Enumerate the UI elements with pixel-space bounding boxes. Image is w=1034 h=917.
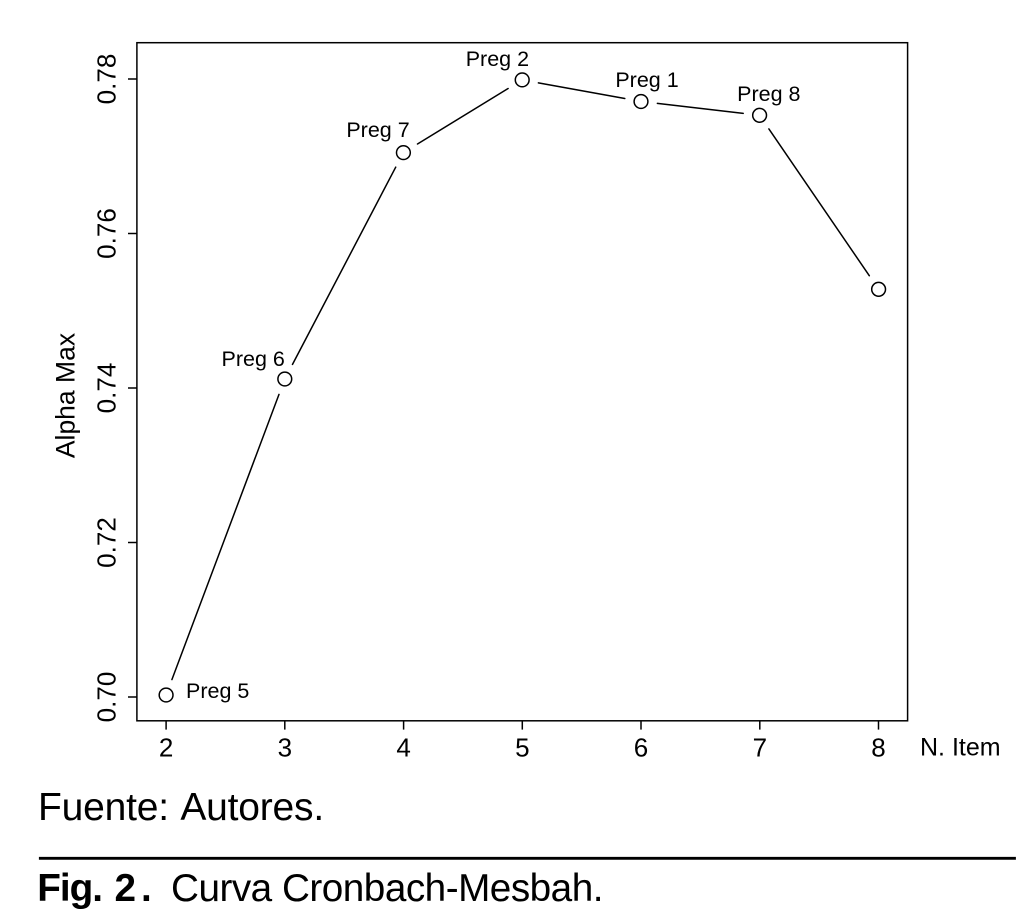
svg-text:4: 4 [396, 732, 410, 762]
svg-text:Fig.: Fig. [37, 867, 102, 910]
svg-text:2.: 2. [115, 867, 157, 910]
svg-text:6: 6 [634, 732, 648, 762]
svg-text:0.70: 0.70 [92, 672, 122, 723]
svg-text:2: 2 [159, 732, 173, 762]
svg-text:Preg 7: Preg 7 [346, 118, 409, 142]
svg-text:Preg 5: Preg 5 [186, 679, 249, 703]
svg-text:Alpha Max: Alpha Max [51, 333, 81, 458]
svg-text:Preg 1: Preg 1 [615, 68, 678, 92]
svg-text:0.74: 0.74 [92, 363, 122, 414]
svg-text:Curva Cronbach-Mesbah.: Curva Cronbach-Mesbah. [171, 867, 603, 910]
svg-text:5: 5 [515, 732, 529, 762]
svg-text:Preg 6: Preg 6 [222, 347, 285, 371]
svg-text:7: 7 [753, 732, 767, 762]
svg-text:3: 3 [278, 732, 292, 762]
svg-text:N. Item: N. Item [920, 734, 1001, 762]
svg-text:Preg 8: Preg 8 [737, 82, 800, 106]
svg-text:0.76: 0.76 [92, 208, 122, 259]
svg-text:8: 8 [871, 732, 885, 762]
svg-text:0.78: 0.78 [92, 54, 122, 105]
svg-text:Fuente: Autores.: Fuente: Autores. [38, 786, 324, 829]
svg-text:Preg 2: Preg 2 [466, 47, 529, 71]
svg-text:0.72: 0.72 [92, 517, 122, 568]
